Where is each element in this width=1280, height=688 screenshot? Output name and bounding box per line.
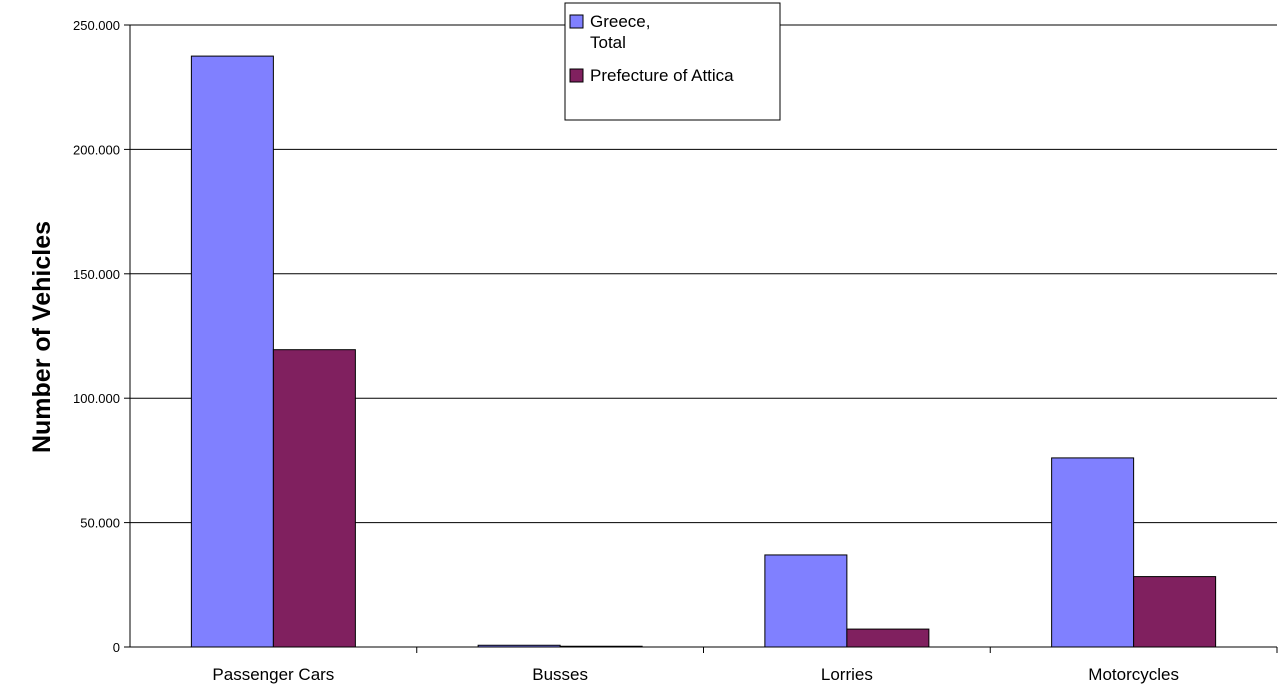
- y-tick-label: 100.000: [73, 391, 120, 406]
- category-label: Passenger Cars: [212, 665, 334, 684]
- legend: Greece, Total Prefecture of Attica: [564, 2, 781, 121]
- y-tick-labels: 0 50.000 100.000 150.000 200.000 250.000: [73, 18, 120, 655]
- category-label: Motorcycles: [1088, 665, 1179, 684]
- category-label: Lorries: [821, 665, 873, 684]
- y-tick-label: 150.000: [73, 267, 120, 282]
- legend-swatch: [569, 68, 584, 83]
- legend-label: Total: [590, 33, 626, 52]
- legend-swatch: [569, 14, 584, 29]
- bar-prefecture-of-attica-0: [272, 349, 356, 648]
- bars: [190, 55, 1217, 648]
- y-tick-label: 250.000: [73, 18, 120, 33]
- y-tick-label: 50.000: [80, 516, 120, 531]
- legend-label: Greece,: [590, 12, 650, 31]
- legend-label: Prefecture of Attica: [590, 66, 734, 85]
- bar-prefecture-of-attica-3: [1133, 576, 1217, 648]
- axes: [124, 24, 1278, 653]
- y-tick-label: 200.000: [73, 142, 120, 157]
- category-label: Busses: [532, 665, 588, 684]
- legend-box: [564, 2, 781, 121]
- y-tick-label: 0: [113, 640, 120, 655]
- bar-greece-total-2: [764, 554, 848, 648]
- bar-prefecture-of-attica-2: [846, 628, 930, 648]
- bar-greece-total-0: [190, 55, 274, 648]
- category-labels: Passenger Cars Busses Lorries Motorcycles: [212, 665, 1179, 684]
- y-axis-label: Number of Vehicles: [28, 221, 56, 453]
- bar-greece-total-3: [1051, 457, 1135, 648]
